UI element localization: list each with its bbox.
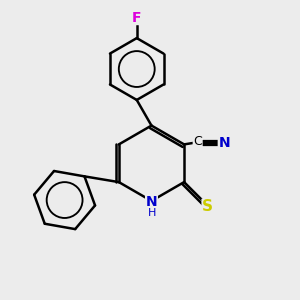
Text: N: N	[218, 136, 230, 150]
Text: F: F	[132, 11, 142, 25]
Text: H: H	[148, 208, 156, 218]
Text: S: S	[202, 199, 213, 214]
Text: N: N	[146, 195, 157, 209]
Text: C: C	[193, 135, 202, 148]
